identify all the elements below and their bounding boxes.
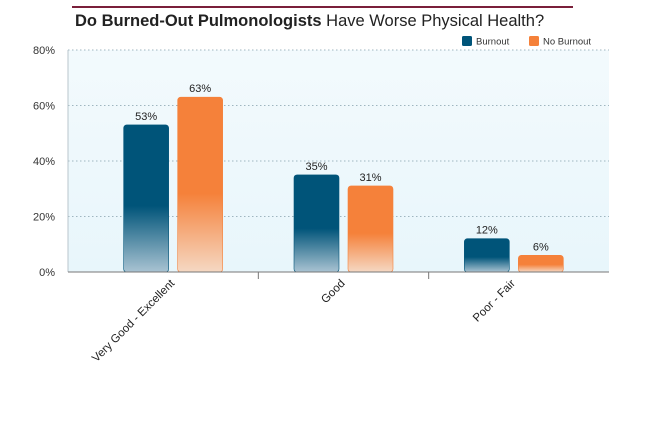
x-tick-label: Poor - Fair: [471, 278, 518, 325]
data-label: 6%: [533, 241, 549, 253]
legend: Burnout No Burnout: [462, 36, 591, 48]
x-axis: Very Good - Excellent Good Poor - Fair: [68, 271, 609, 365]
bar: [177, 96, 223, 273]
y-tick-label: 40%: [33, 156, 55, 168]
chart-title-bold: Do Burned-Out Pulmonologists: [75, 12, 322, 30]
bar: [347, 185, 394, 273]
data-label: 53%: [135, 111, 157, 123]
x-tick-label: Very Good - Excellent: [90, 277, 178, 365]
data-label: 12%: [476, 225, 498, 237]
y-tick-label: 20%: [33, 212, 55, 224]
legend-label: No Burnout: [543, 37, 591, 48]
data-label: 31%: [359, 172, 381, 184]
bars: 53% 63% 35% 31% 12% 6%: [123, 83, 564, 273]
y-tick-label: 60%: [33, 101, 55, 113]
data-label: 63%: [189, 83, 211, 95]
legend-swatch: [462, 36, 472, 46]
x-tick-label: Good: [319, 278, 347, 306]
y-tick-label: 80%: [33, 45, 55, 57]
legend-swatch: [529, 36, 539, 46]
chart-title-rest: Have Worse Physical Health?: [321, 12, 545, 30]
legend-label: Burnout: [476, 37, 510, 48]
bar: [123, 124, 169, 273]
bar: [293, 174, 340, 273]
bar: [464, 238, 510, 273]
y-tick-label: 0%: [39, 267, 55, 279]
chart-title: Do Burned-Out Pulmonologists Have Worse …: [75, 12, 544, 31]
y-axis: 0% 20% 40% 60% 80%: [33, 45, 69, 279]
data-label: 35%: [305, 161, 327, 173]
bar: [518, 255, 564, 273]
title-rule: [72, 6, 573, 8]
